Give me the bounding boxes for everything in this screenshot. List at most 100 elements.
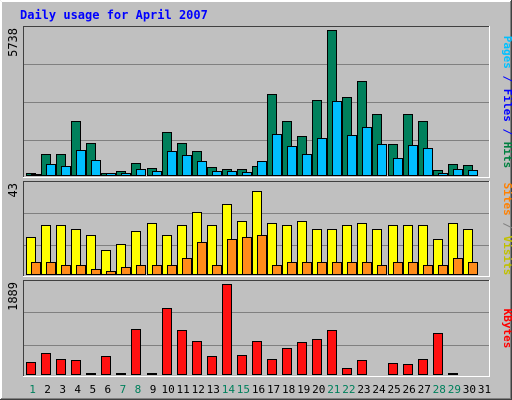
bar-sites-day-21: [332, 262, 342, 275]
x-tick-label-day-17: 17: [267, 383, 280, 396]
bar-sites-day-25: [393, 262, 403, 275]
bar-files-day-1: [31, 174, 41, 176]
panel-series-label: Sites / Visits: [501, 183, 512, 276]
bar-sites-day-15: [242, 237, 252, 275]
bar-sites-day-7: [121, 267, 131, 275]
x-tick-label-day-26: 26: [403, 383, 416, 396]
x-tick-label-day-27: 27: [418, 383, 431, 396]
bar-sites-day-4: [76, 265, 86, 275]
panel-visits-sites: 43 Sites / Visits: [6, 181, 512, 277]
panel-pages-files-hits: 5738 Pages / Files / Hits: [6, 26, 512, 178]
x-tick-label-day-29: 29: [448, 383, 461, 396]
bar-kbytes-day-16: [252, 341, 262, 375]
bar-kbytes-day-6: [101, 356, 111, 375]
x-tick-label-day-16: 16: [252, 383, 265, 396]
bar-sites-day-2: [46, 262, 56, 275]
bar-kbytes-day-28: [433, 333, 443, 375]
bar-files-day-10: [167, 151, 177, 176]
bar-sites-day-3: [61, 265, 71, 275]
bar-files-day-24: [377, 144, 387, 176]
bar-kbytes-day-29: [448, 373, 458, 375]
bar-kbytes-day-11: [177, 330, 187, 375]
panel-max-label: 43: [6, 183, 20, 197]
x-tick-label-day-7: 7: [120, 383, 127, 396]
bar-files-day-8: [136, 169, 146, 176]
panel-kbytes: 1889 KBytes: [6, 280, 512, 377]
bar-kbytes-day-2: [41, 353, 51, 375]
bar-kbytes-day-5: [86, 373, 96, 375]
bar-kbytes-day-21: [327, 330, 337, 375]
x-tick-label-day-15: 15: [237, 383, 250, 396]
bar-files-day-6: [106, 173, 116, 176]
bar-kbytes-day-18: [282, 348, 292, 375]
bar-files-day-15: [242, 172, 252, 176]
bar-sites-day-13: [212, 265, 222, 275]
x-tick-label-day-28: 28: [433, 383, 446, 396]
x-tick-label-day-22: 22: [342, 383, 355, 396]
bar-kbytes-day-10: [162, 308, 172, 375]
bar-files-day-2: [46, 164, 56, 176]
x-tick-label-day-4: 4: [74, 383, 81, 396]
bar-files-day-12: [197, 161, 207, 176]
bar-files-day-5: [91, 160, 101, 176]
bar-sites-day-5: [91, 269, 101, 275]
bar-kbytes-day-26: [403, 364, 413, 375]
bar-kbytes-day-17: [267, 359, 277, 375]
bar-files-day-7: [121, 173, 131, 176]
bar-sites-day-8: [136, 265, 146, 275]
bar-sites-day-12: [197, 242, 207, 275]
bar-files-day-29: [453, 169, 463, 176]
bar-kbytes-day-15: [237, 355, 247, 375]
bar-sites-day-6: [106, 271, 116, 275]
bar-kbytes-day-27: [418, 359, 428, 375]
bar-files-day-9: [152, 171, 162, 176]
bar-files-day-28: [438, 173, 448, 176]
bar-files-day-4: [76, 150, 86, 176]
bar-files-day-16: [257, 161, 267, 176]
bar-sites-day-17: [272, 265, 282, 275]
bar-files-day-22: [347, 135, 357, 176]
bar-sites-day-29: [453, 258, 463, 275]
bar-files-day-20: [317, 138, 327, 176]
x-tick-label-day-18: 18: [282, 383, 295, 396]
chart-title: Daily usage for April 2007: [20, 8, 208, 22]
bar-kbytes-day-23: [357, 360, 367, 375]
bar-files-day-23: [362, 127, 372, 176]
x-tick-label-day-5: 5: [89, 383, 96, 396]
bar-sites-day-28: [438, 265, 448, 275]
bar-files-day-30: [468, 170, 478, 176]
bar-sites-day-27: [423, 265, 433, 275]
bar-kbytes-day-13: [207, 356, 217, 375]
x-tick-label-day-12: 12: [192, 383, 205, 396]
bar-kbytes-day-19: [297, 342, 307, 375]
x-tick-label-day-13: 13: [207, 383, 220, 396]
bar-kbytes-day-20: [312, 339, 322, 375]
x-tick-label-day-25: 25: [387, 383, 400, 396]
bar-files-day-18: [287, 146, 297, 176]
x-tick-label-day-30: 30: [463, 383, 476, 396]
bar-kbytes-day-9: [147, 373, 157, 375]
series-sites: [31, 235, 478, 275]
x-tick-label-day-8: 8: [135, 383, 142, 396]
bar-kbytes-day-7: [116, 373, 126, 375]
bar-files-day-25: [393, 158, 403, 176]
bar-visits-day-6: [101, 250, 111, 275]
bar-sites-day-20: [317, 262, 327, 275]
panel-series-label: KBytes: [501, 309, 512, 349]
bar-sites-day-26: [408, 262, 418, 275]
bar-kbytes-day-4: [71, 360, 81, 375]
bar-kbytes-day-3: [56, 359, 66, 375]
x-tick-label-day-9: 9: [150, 383, 157, 396]
x-tick-label-day-19: 19: [297, 383, 310, 396]
series-label-part: Hits: [501, 142, 512, 169]
bar-files-day-14: [227, 171, 237, 176]
bar-files-day-3: [61, 166, 71, 176]
panel-max-label: 1889: [6, 282, 20, 311]
bar-visits-day-5: [86, 235, 96, 275]
series-kbytes: [26, 284, 458, 375]
x-tick-label-day-24: 24: [372, 383, 386, 396]
panel-max-label: 5738: [6, 28, 20, 57]
series-label-part: /: [501, 216, 512, 236]
bar-sites-day-22: [347, 262, 357, 275]
bar-sites-day-10: [167, 265, 177, 275]
